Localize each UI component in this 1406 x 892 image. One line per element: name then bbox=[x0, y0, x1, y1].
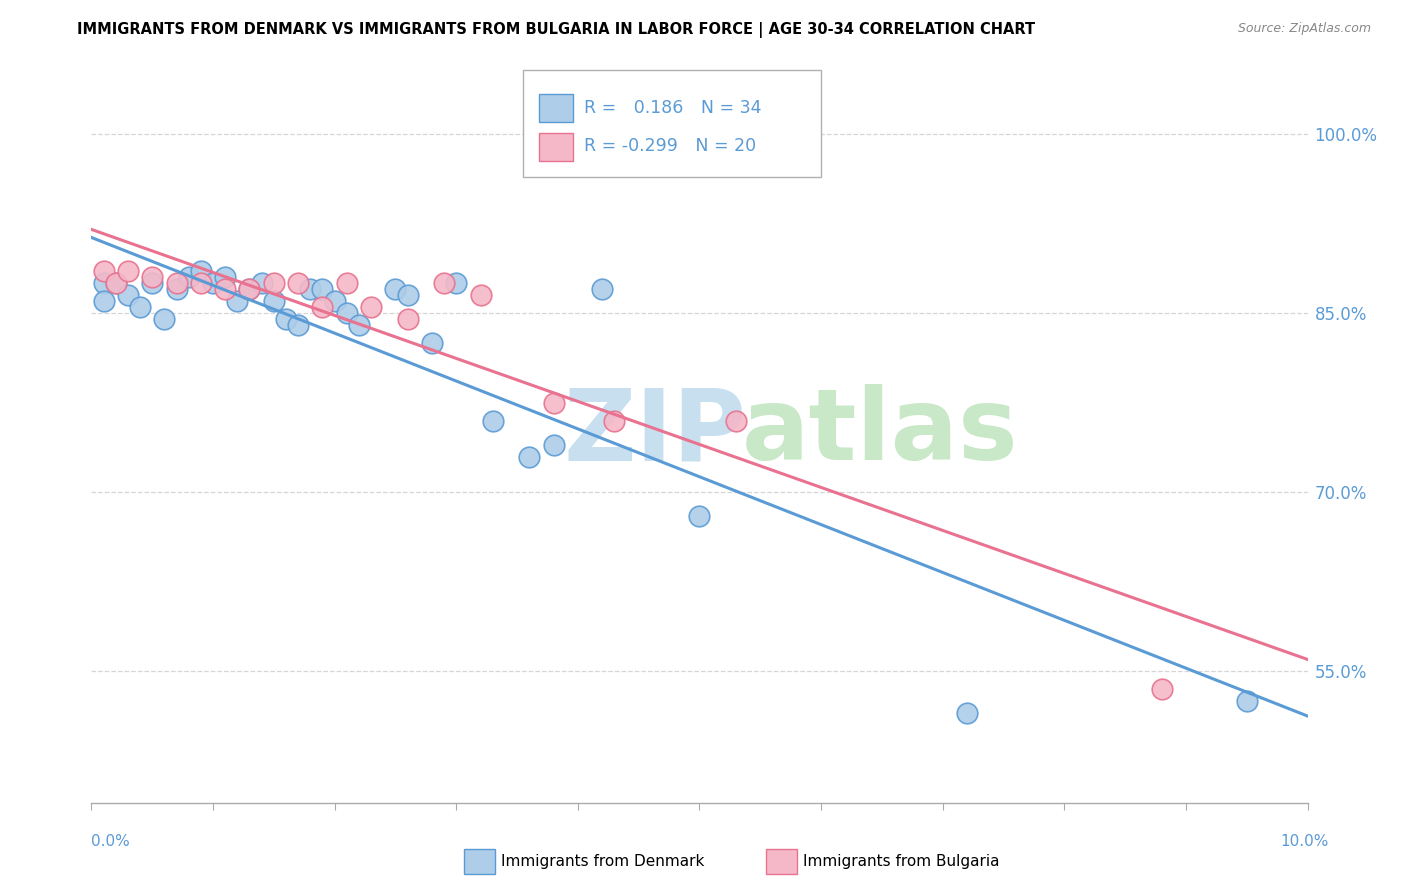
Point bbox=[141, 270, 163, 285]
Point bbox=[336, 277, 359, 291]
Text: Source: ZipAtlas.com: Source: ZipAtlas.com bbox=[1237, 22, 1371, 36]
Point bbox=[274, 312, 297, 326]
FancyBboxPatch shape bbox=[523, 70, 821, 178]
Point bbox=[311, 282, 333, 296]
Point bbox=[347, 318, 370, 333]
Point bbox=[263, 294, 285, 309]
Point bbox=[360, 300, 382, 314]
Point bbox=[1150, 682, 1173, 697]
Text: IMMIGRANTS FROM DENMARK VS IMMIGRANTS FROM BULGARIA IN LABOR FORCE | AGE 30-34 C: IMMIGRANTS FROM DENMARK VS IMMIGRANTS FR… bbox=[77, 22, 1035, 38]
Point bbox=[481, 414, 503, 428]
Point bbox=[384, 282, 406, 296]
Point bbox=[214, 282, 236, 296]
Point bbox=[287, 277, 309, 291]
Point bbox=[166, 282, 188, 296]
Point bbox=[93, 294, 115, 309]
Point bbox=[688, 509, 710, 524]
Point bbox=[202, 277, 225, 291]
Point bbox=[444, 277, 467, 291]
Point bbox=[433, 277, 456, 291]
Text: 0.0%: 0.0% bbox=[91, 834, 131, 849]
Point bbox=[396, 312, 419, 326]
Point bbox=[1236, 694, 1258, 708]
Point bbox=[117, 288, 139, 302]
Text: R = -0.299  N = 20: R = -0.299 N = 20 bbox=[583, 137, 756, 155]
Point bbox=[238, 282, 260, 296]
Point bbox=[93, 277, 115, 291]
Point bbox=[214, 270, 236, 285]
Point bbox=[177, 270, 200, 285]
Point bbox=[238, 282, 260, 296]
Text: atlas: atlas bbox=[742, 384, 1019, 481]
Point bbox=[226, 294, 249, 309]
Point bbox=[543, 396, 565, 410]
Point bbox=[470, 288, 492, 302]
Point bbox=[591, 282, 613, 296]
Point bbox=[153, 312, 176, 326]
Point bbox=[129, 300, 152, 314]
Text: Immigrants from Bulgaria: Immigrants from Bulgaria bbox=[803, 855, 1000, 869]
Point bbox=[104, 277, 127, 291]
Point bbox=[104, 277, 127, 291]
Point bbox=[420, 336, 443, 351]
Text: ZIP: ZIP bbox=[564, 384, 747, 481]
Point bbox=[603, 414, 626, 428]
Point bbox=[166, 277, 188, 291]
Point bbox=[724, 414, 747, 428]
Point bbox=[336, 306, 359, 320]
Point bbox=[299, 282, 322, 296]
Point bbox=[311, 300, 333, 314]
Point bbox=[517, 450, 540, 464]
Point bbox=[190, 277, 212, 291]
Point bbox=[141, 277, 163, 291]
Point bbox=[323, 294, 346, 309]
Point bbox=[287, 318, 309, 333]
Point bbox=[263, 277, 285, 291]
Text: R =  0.186  N = 34: R = 0.186 N = 34 bbox=[583, 99, 762, 117]
Bar bbox=[538, 95, 574, 122]
Point bbox=[543, 437, 565, 451]
Point bbox=[250, 277, 273, 291]
Text: Immigrants from Denmark: Immigrants from Denmark bbox=[501, 855, 704, 869]
Point bbox=[93, 264, 115, 278]
Point bbox=[190, 264, 212, 278]
Point bbox=[956, 706, 979, 721]
Point bbox=[396, 288, 419, 302]
Bar bbox=[538, 133, 574, 161]
Text: 10.0%: 10.0% bbox=[1281, 834, 1329, 849]
Point bbox=[117, 264, 139, 278]
